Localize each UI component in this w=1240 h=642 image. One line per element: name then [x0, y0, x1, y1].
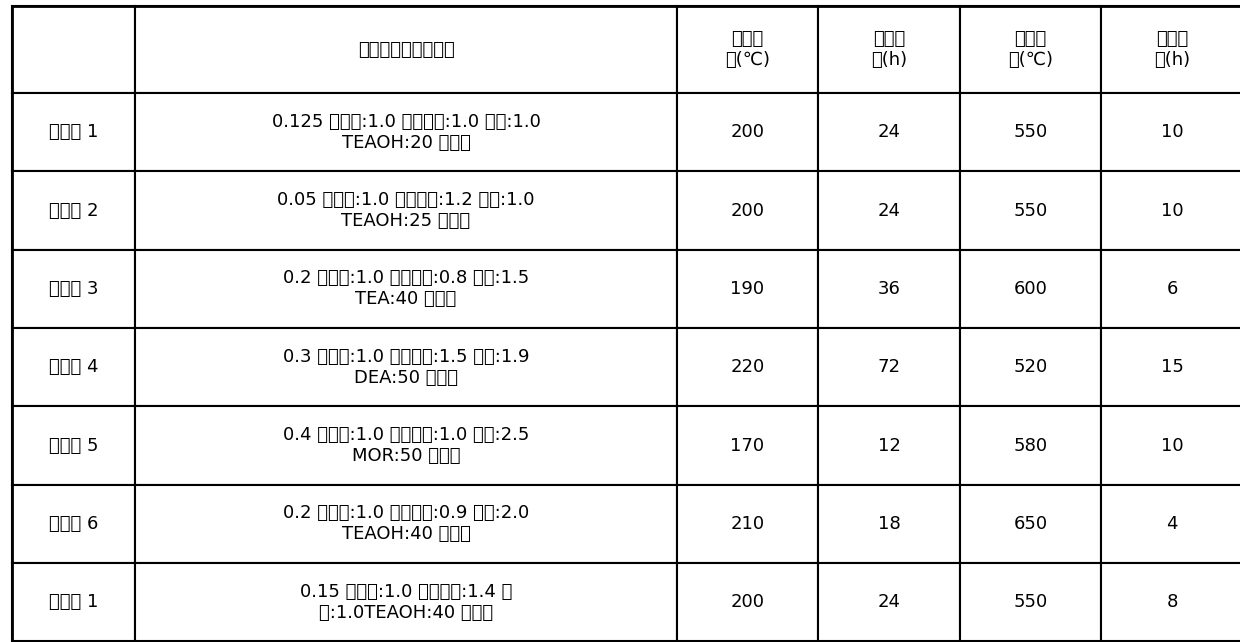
Bar	[818, 6, 960, 93]
Bar	[1101, 406, 1240, 485]
Bar	[677, 6, 818, 93]
Bar	[677, 93, 818, 171]
Bar	[818, 93, 960, 171]
Text: 0.3 硅溶胶:1.0 异丙醇铝:1.5 磷酸:1.9
DEA:50 蒸馏水: 0.3 硅溶胶:1.0 异丙醇铝:1.5 磷酸:1.9 DEA:50 蒸馏水	[283, 348, 529, 386]
Bar	[818, 563, 960, 641]
Text: 6: 6	[1167, 280, 1178, 298]
Bar	[677, 485, 818, 563]
Text: 4: 4	[1166, 515, 1178, 533]
Bar	[960, 171, 1101, 250]
Bar	[1101, 328, 1240, 406]
Text: 对比例 1: 对比例 1	[50, 593, 98, 611]
Bar	[12, 563, 135, 641]
Text: 36: 36	[878, 280, 900, 298]
Bar	[12, 6, 135, 93]
Text: 550: 550	[1013, 202, 1048, 220]
Text: 200: 200	[730, 202, 765, 220]
Text: 实施例 5: 实施例 5	[50, 437, 98, 455]
Text: 实施例 6: 实施例 6	[50, 515, 98, 533]
Bar	[12, 406, 135, 485]
Bar	[960, 93, 1101, 171]
Bar	[818, 328, 960, 406]
Text: 10: 10	[1161, 123, 1183, 141]
Bar	[12, 485, 135, 563]
Text: 200: 200	[730, 123, 765, 141]
Bar	[135, 171, 677, 250]
Bar	[135, 93, 677, 171]
Bar	[1101, 485, 1240, 563]
Text: 72: 72	[878, 358, 900, 376]
Text: 0.15 硅溶胶:1.0 异丙醇铝:1.4 磷
酸:1.0TEAOH:40 蒸馏水: 0.15 硅溶胶:1.0 异丙醇铝:1.4 磷 酸:1.0TEAOH:40 蒸馏…	[300, 583, 512, 621]
Text: 焙烧时
间(h): 焙烧时 间(h)	[1154, 30, 1190, 69]
Bar	[677, 328, 818, 406]
Text: 实施例 4: 实施例 4	[50, 358, 98, 376]
Text: 210: 210	[730, 515, 765, 533]
Bar	[960, 406, 1101, 485]
Text: 实施例 1: 实施例 1	[50, 123, 98, 141]
Bar	[960, 250, 1101, 328]
Bar	[677, 171, 818, 250]
Bar	[1101, 6, 1240, 93]
Text: 520: 520	[1013, 358, 1048, 376]
Bar	[677, 406, 818, 485]
Text: 实施例 2: 实施例 2	[50, 202, 98, 220]
Bar	[12, 250, 135, 328]
Text: 0.2 硅溶胶:1.0 异丙醇铝:0.8 磷酸:1.5
TEA:40 蒸馏水: 0.2 硅溶胶:1.0 异丙醇铝:0.8 磷酸:1.5 TEA:40 蒸馏水	[283, 270, 529, 308]
Bar	[12, 328, 135, 406]
Bar	[12, 171, 135, 250]
Text: 0.125 硅溶胶:1.0 异丙醇铝:1.0 磷酸:1.0
TEAOH:20 蒸馏水: 0.125 硅溶胶:1.0 异丙醇铝:1.0 磷酸:1.0 TEAOH:20 蒸…	[272, 113, 541, 152]
Text: 焙烧温
度(℃): 焙烧温 度(℃)	[1008, 30, 1053, 69]
Text: 10: 10	[1161, 437, 1183, 455]
Text: 580: 580	[1013, 437, 1048, 455]
Bar	[135, 6, 677, 93]
Text: 10: 10	[1161, 202, 1183, 220]
Text: 200: 200	[730, 593, 765, 611]
Bar	[818, 406, 960, 485]
Bar	[1101, 250, 1240, 328]
Bar	[1101, 563, 1240, 641]
Bar	[818, 485, 960, 563]
Text: 晶化时
间(h): 晶化时 间(h)	[870, 30, 906, 69]
Bar	[135, 485, 677, 563]
Bar	[135, 406, 677, 485]
Text: 晶化温
度(℃): 晶化温 度(℃)	[725, 30, 770, 69]
Bar	[960, 328, 1101, 406]
Text: 0.05 硅溶胶:1.0 异丙醇铝:1.2 磷酸:1.0
TEAOH:25 蒸馏水: 0.05 硅溶胶:1.0 异丙醇铝:1.2 磷酸:1.0 TEAOH:25 蒸馏…	[278, 191, 534, 230]
Text: 170: 170	[730, 437, 765, 455]
Bar	[960, 485, 1101, 563]
Text: 24: 24	[878, 202, 900, 220]
Text: 8: 8	[1167, 593, 1178, 611]
Text: 0.4 硅溶胶:1.0 异丙醇铝:1.0 磷酸:2.5
MOR:50 蒸馏水: 0.4 硅溶胶:1.0 异丙醇铝:1.0 磷酸:2.5 MOR:50 蒸馏水	[283, 426, 529, 465]
Text: 原料配比（摩尔比）: 原料配比（摩尔比）	[357, 40, 454, 59]
Text: 650: 650	[1013, 515, 1048, 533]
Text: 18: 18	[878, 515, 900, 533]
Text: 0.2 硅溶胶:1.0 异丙醇铝:0.9 磷酸:2.0
TEAOH:40 蒸馏水: 0.2 硅溶胶:1.0 异丙醇铝:0.9 磷酸:2.0 TEAOH:40 蒸馏水	[283, 505, 529, 543]
Text: 550: 550	[1013, 593, 1048, 611]
Bar	[818, 171, 960, 250]
Text: 550: 550	[1013, 123, 1048, 141]
Bar	[135, 563, 677, 641]
Bar	[1101, 93, 1240, 171]
Bar	[677, 250, 818, 328]
Bar	[12, 93, 135, 171]
Text: 15: 15	[1161, 358, 1183, 376]
Text: 190: 190	[730, 280, 765, 298]
Text: 24: 24	[878, 593, 900, 611]
Bar	[677, 563, 818, 641]
Bar	[135, 250, 677, 328]
Bar	[818, 250, 960, 328]
Text: 220: 220	[730, 358, 765, 376]
Bar	[960, 563, 1101, 641]
Text: 24: 24	[878, 123, 900, 141]
Bar	[1101, 171, 1240, 250]
Text: 实施例 3: 实施例 3	[50, 280, 98, 298]
Bar	[135, 328, 677, 406]
Text: 12: 12	[878, 437, 900, 455]
Text: 600: 600	[1013, 280, 1048, 298]
Bar	[960, 6, 1101, 93]
